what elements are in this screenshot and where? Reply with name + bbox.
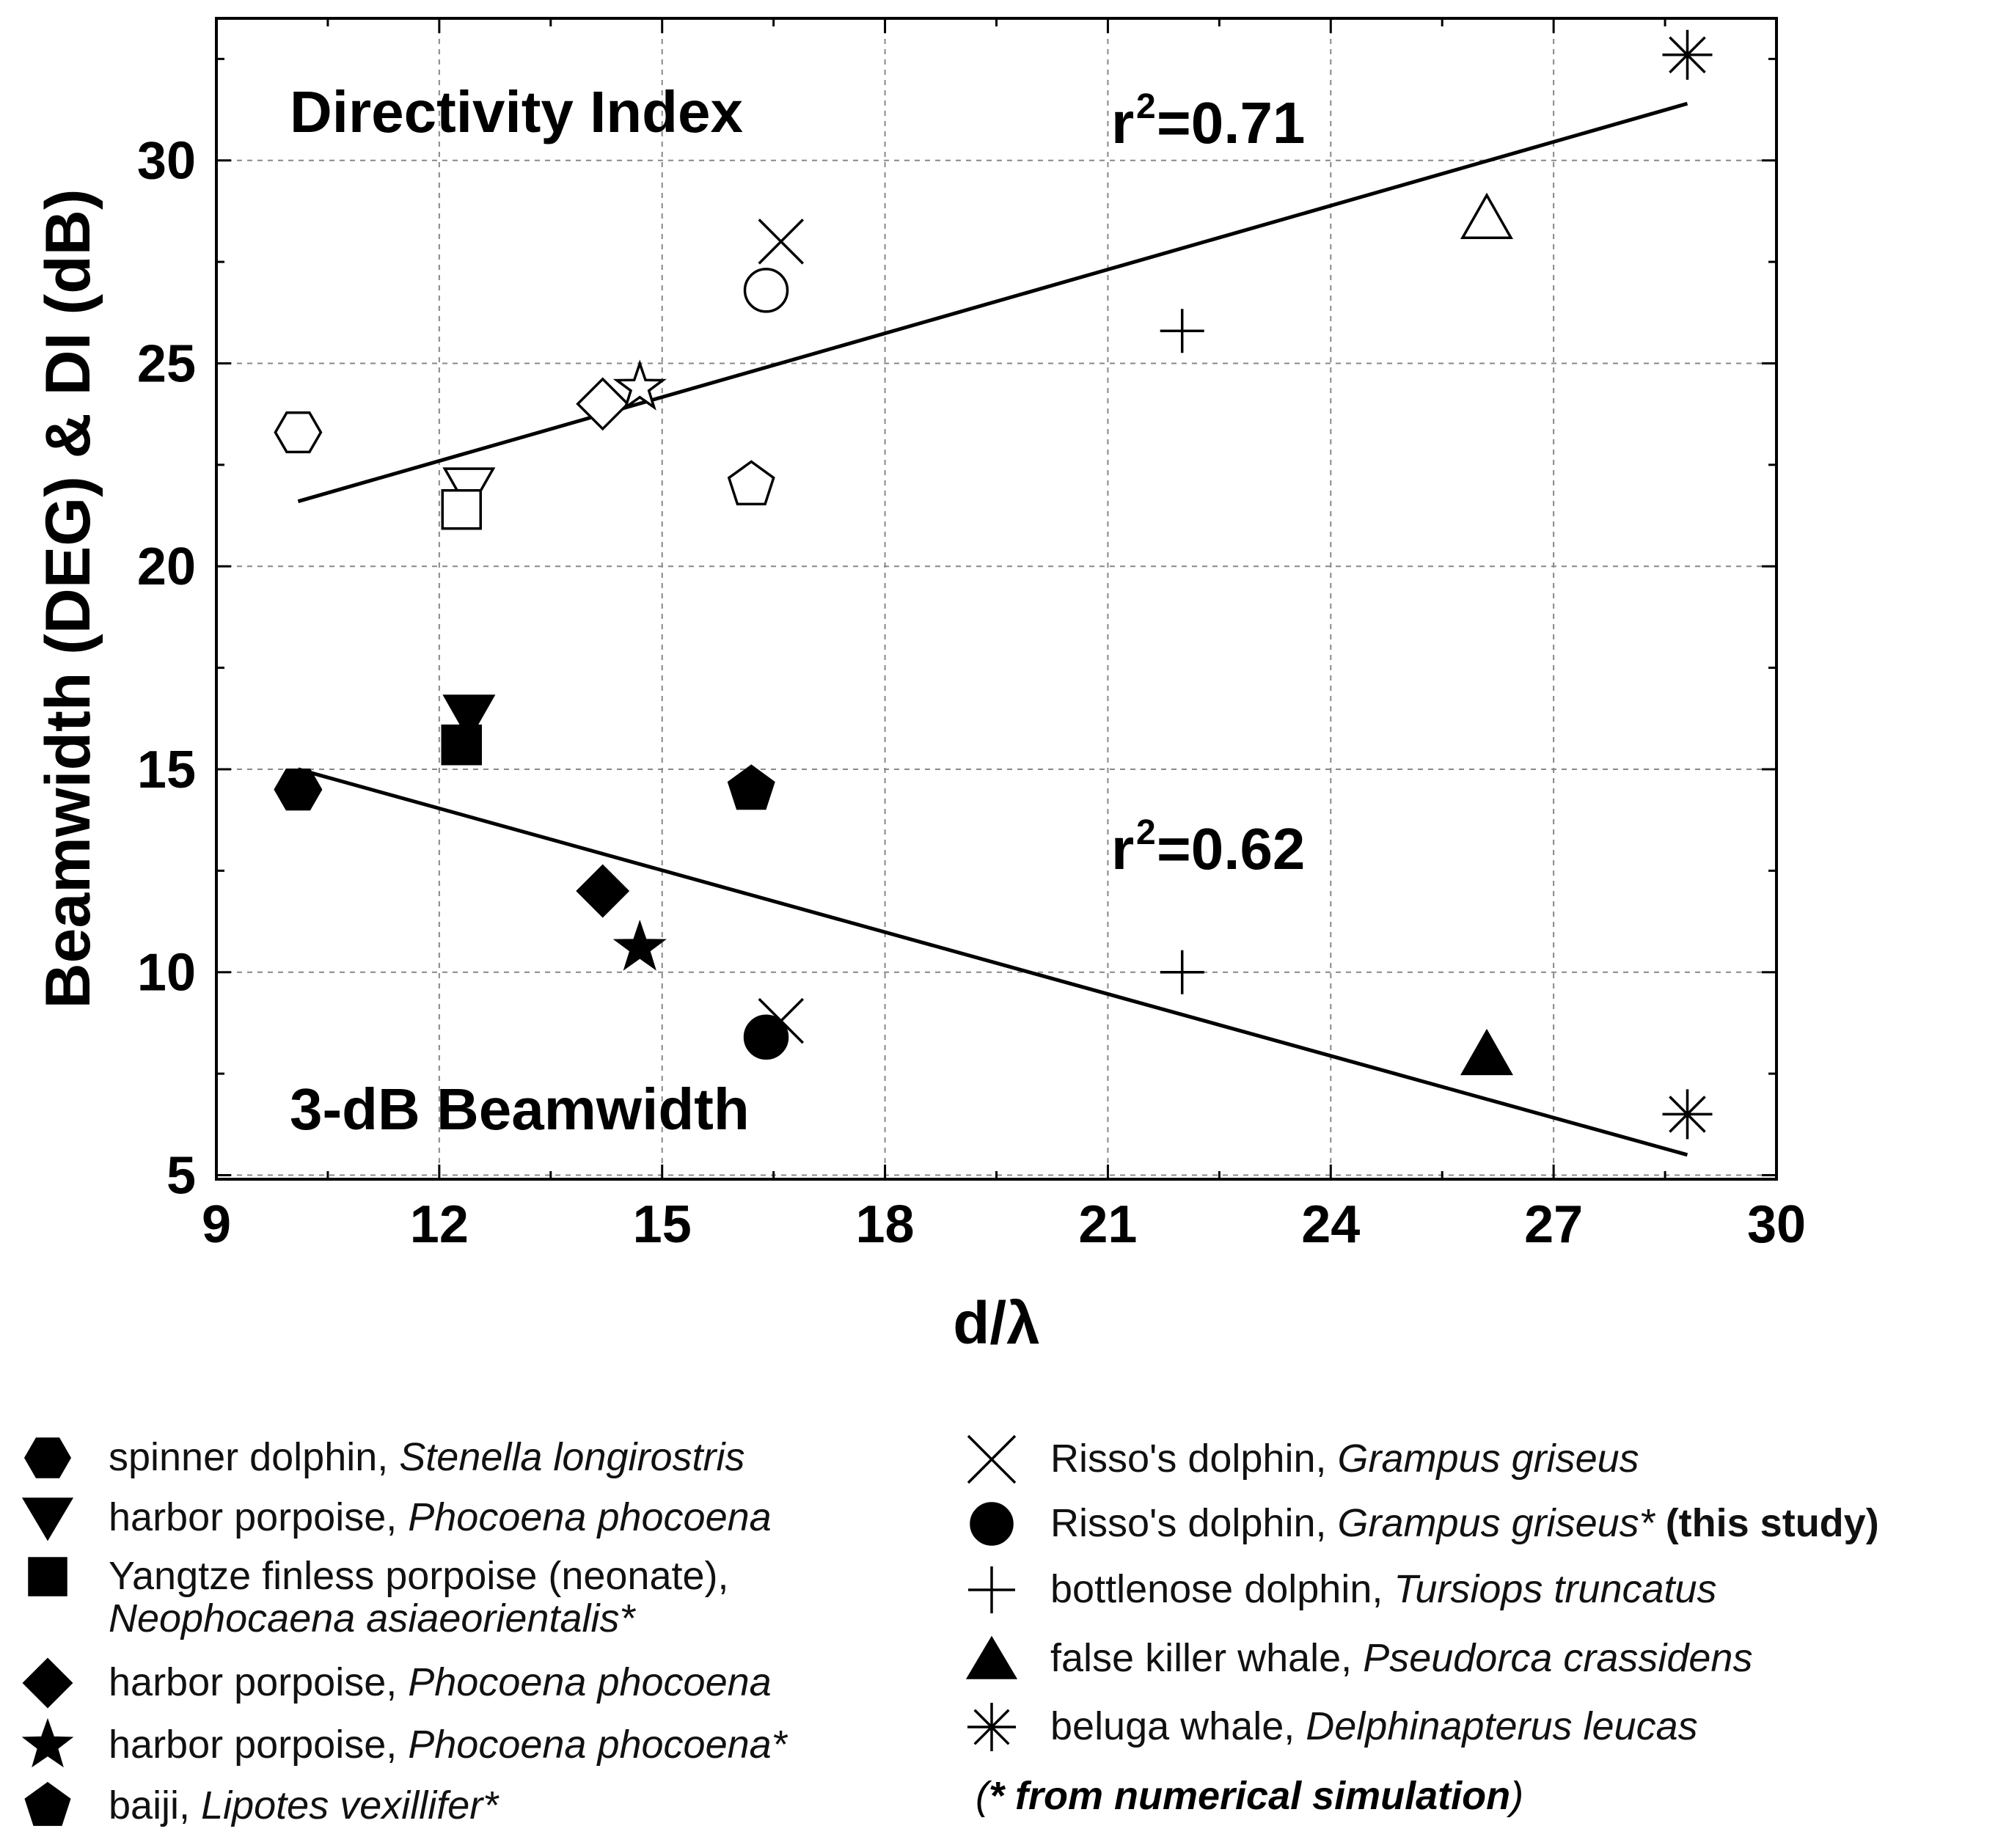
x-tick-label: 27 (1524, 1195, 1583, 1254)
legend-item: spinner dolphin, Stenella longirostris (109, 1436, 745, 1478)
legend-common-name: harbor porpoise, (109, 1723, 409, 1767)
legend-marker-plus (968, 1566, 1015, 1613)
beamwidth-point (1460, 1028, 1514, 1076)
y-tick-label: 25 (137, 334, 196, 393)
legend-latin-name: Pseudorca crassidens (1363, 1636, 1753, 1680)
legend-common-name: Risso's dolphin, (1050, 1501, 1338, 1545)
r-symbol: r (1111, 816, 1134, 881)
directivity-index-label: Directivity Index (290, 79, 743, 144)
beamwidth-point (727, 764, 775, 810)
di-point (1662, 29, 1713, 80)
y-tick-label: 10 (137, 944, 196, 1002)
superscript-2: 2 (1136, 87, 1156, 126)
legend-item: Yangtze finless porpoise (neonate), Neoph… (109, 1555, 729, 1640)
legend-common-name: Yangtze finless porpoise (neonate), (109, 1554, 729, 1598)
legend-item: bottlenose dolphin, Tursiops truncatus (1050, 1568, 1717, 1610)
legend-common-name: harbor porpoise, (109, 1660, 409, 1704)
legend-item: Risso's dolphin, Grampus griseus (1050, 1437, 1639, 1480)
regression-line (297, 101, 1688, 504)
footnote-close-paren: ) (1510, 1774, 1524, 1818)
beamwidth-directivity-chart: 9 12 15 18 21 24 27 30 5 10 15 20 25 30 d/λ Beamwidth (… (33, 17, 1806, 1357)
di-point (576, 377, 630, 431)
x-tick-label: 18 (856, 1195, 915, 1254)
di-point (1460, 192, 1514, 239)
3db-beamwidth-label: 3-dB Beamwidth (290, 1077, 750, 1142)
superscript-2: 2 (1136, 813, 1156, 852)
legend-item: harbor porpoise, Phocoena phocoena* (109, 1723, 787, 1766)
legend-marker-pentagon (24, 1781, 71, 1826)
legend-latin-name: Phocoena phocoena (408, 1495, 772, 1539)
x-tick-label: 12 (410, 1195, 469, 1254)
legend-marker-hexagon (23, 1437, 72, 1478)
legend-latin-name: Neophocaena asiaeorientalis* (109, 1596, 635, 1640)
bw-r2-annotation: r 2 =0.62 (1111, 813, 1305, 881)
legend-item: baiji, Lipotes vexillifer* (109, 1784, 498, 1827)
legend-item: harbor porpoise, Phocoena phocoena (109, 1661, 772, 1704)
di-point (441, 488, 482, 530)
di-point (274, 411, 323, 454)
legend-item: Risso's dolphin, Grampus griseus* (this … (1050, 1502, 1879, 1544)
x-tick-label: 24 (1301, 1195, 1360, 1254)
beamwidth-point (576, 864, 630, 918)
r-symbol: r (1111, 90, 1134, 155)
di-point (1160, 309, 1204, 353)
legend-item: harbor porpoise, Phocoena phocoena (109, 1496, 772, 1539)
di-r2-annotation: r 2 =0.71 (1111, 87, 1305, 155)
legend-this-study: (this study) (1665, 1501, 1879, 1545)
footnote-text: * from numerical simulation (988, 1774, 1511, 1818)
legend-common-name: bottlenose dolphin, (1050, 1567, 1394, 1611)
simulation-footnote: (* from numerical simulation) (976, 1773, 1523, 1819)
legend-common-name: beluga whale, (1050, 1704, 1306, 1748)
legend-latin-name: Stenella longirostris (399, 1435, 745, 1479)
legend-latin-name: Grampus griseus* (1337, 1501, 1655, 1545)
beamwidth-point (1160, 950, 1204, 994)
legend-common-name: baiji, (109, 1783, 202, 1827)
legend-marker-triangle-up (965, 1635, 1018, 1679)
legend-marker-square (28, 1557, 67, 1596)
beamwidth-point (612, 920, 667, 971)
x-tick-label: 21 (1078, 1195, 1137, 1254)
legend-latin-name: Lipotes vexillifer* (201, 1783, 499, 1827)
legend-latin-name: Delphinapterus leucas (1306, 1704, 1698, 1748)
y-tick-label: 30 (137, 132, 196, 191)
legend-common-name: false killer whale, (1050, 1636, 1364, 1680)
legend-marker-star (21, 1717, 74, 1768)
di-point (612, 359, 667, 411)
legend-marker-asterisk (967, 1703, 1016, 1751)
y-tick-label: 20 (137, 538, 196, 596)
beamwidth-point (274, 769, 323, 811)
beamwidth-point (743, 1014, 789, 1060)
legend-marker-triangle-down (21, 1497, 74, 1541)
legend-marker-circle (970, 1502, 1014, 1546)
di-point (758, 219, 805, 265)
di-point (743, 268, 789, 313)
legend-item: false killer whale, Pseudorca crassidens (1050, 1637, 1752, 1679)
x-tick-label: 9 (202, 1195, 231, 1254)
x-tick-label: 15 (633, 1195, 692, 1254)
y-axis-label: Beamwidth (DEG) & DI (dB) (33, 189, 103, 1009)
legend-common-name: spinner dolphin, (109, 1435, 400, 1479)
legend-common-name: harbor porpoise, (109, 1495, 409, 1539)
di-point (727, 460, 775, 506)
beamwidth-point (442, 694, 496, 741)
legend-latin-name: Grampus griseus (1337, 1437, 1639, 1481)
x-tick-label: 30 (1747, 1195, 1806, 1254)
legend-latin-name: Phocoena phocoena* (408, 1723, 787, 1767)
legend-latin-name: Tursiops truncatus (1394, 1567, 1717, 1611)
r2-value: =0.71 (1157, 90, 1305, 155)
x-axis-label: d/λ (953, 1290, 1039, 1357)
regression-line (297, 767, 1688, 1157)
footnote-open-paren: ( (976, 1774, 989, 1818)
r2-value: =0.62 (1157, 816, 1305, 881)
legend-latin-name: Phocoena phocoena (408, 1660, 772, 1704)
y-tick-label: 15 (137, 741, 196, 799)
legend-marker-x (967, 1434, 1017, 1484)
y-tick-label: 5 (166, 1146, 196, 1205)
legend-item: beluga whale, Delphinapterus leucas (1050, 1705, 1698, 1748)
legend-common-name: Risso's dolphin, (1050, 1437, 1338, 1481)
beamwidth-point (1662, 1089, 1713, 1140)
legend-marker-diamond (22, 1657, 73, 1709)
beamwidth-point (441, 725, 482, 766)
